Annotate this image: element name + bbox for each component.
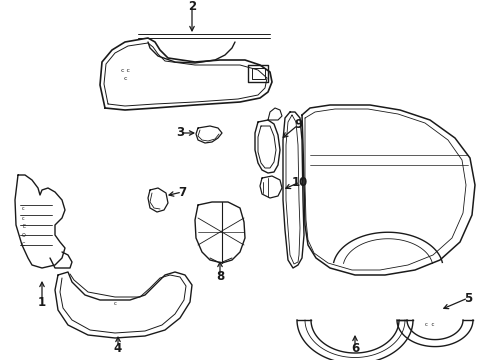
Text: 2: 2: [188, 0, 196, 13]
Text: c: c: [22, 216, 25, 221]
Text: c c: c c: [121, 68, 129, 73]
Text: c: c: [22, 206, 25, 211]
Text: 5: 5: [464, 292, 472, 305]
Text: E: E: [22, 224, 25, 229]
Text: 6: 6: [351, 342, 359, 355]
Text: C: C: [22, 242, 25, 247]
Text: O: O: [22, 233, 26, 238]
Text: 3: 3: [176, 126, 184, 139]
Text: 1: 1: [38, 296, 46, 309]
Text: 10: 10: [292, 175, 308, 189]
Text: 7: 7: [178, 185, 186, 198]
Text: c: c: [123, 76, 127, 81]
Text: c: c: [114, 301, 117, 306]
Text: 9: 9: [294, 118, 302, 131]
Text: 8: 8: [216, 270, 224, 283]
Text: c  c: c c: [425, 322, 435, 327]
Text: 4: 4: [114, 342, 122, 355]
